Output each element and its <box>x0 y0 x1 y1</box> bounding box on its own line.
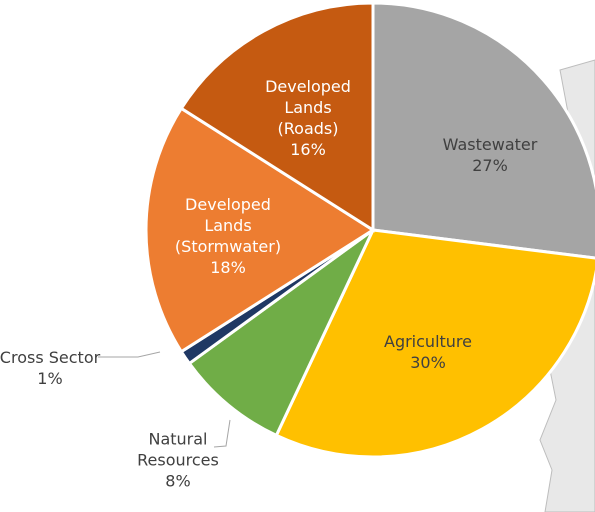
category-label: Cross Sector <box>0 348 101 367</box>
slice-label: Natural Resources 8% <box>137 429 219 492</box>
pie-slice <box>144 106 376 354</box>
slice-label: Developed Lands (Roads) 16% <box>265 76 351 160</box>
value-label: 8% <box>165 471 191 491</box>
value-label: 18% <box>210 258 246 277</box>
value-label: 16% <box>290 140 326 159</box>
slice-label: Wastewater 27% <box>443 134 538 176</box>
pie-slice <box>371 1 595 260</box>
category-label: Natural Resources <box>137 429 219 470</box>
category-label: Developed Lands (Roads) <box>265 77 351 138</box>
value-label: 1% <box>37 369 63 388</box>
value-label: 30% <box>410 353 446 372</box>
slice-label: Agriculture 30% <box>384 331 472 373</box>
pie-slice <box>274 228 595 459</box>
leader-line <box>98 351 161 358</box>
value-label: 27% <box>472 156 508 175</box>
pie-slice <box>187 228 375 438</box>
leader-line <box>213 419 231 448</box>
slices <box>144 1 595 459</box>
slice-label: Cross Sector 1% <box>0 347 100 389</box>
leaders <box>98 351 231 448</box>
category-label: Agriculture <box>384 332 472 351</box>
category-label: Developed Lands (Stormwater) <box>174 195 282 256</box>
slice-label: Developed Lands (Stormwater) 18% <box>175 194 281 278</box>
category-label: Wastewater <box>442 135 538 154</box>
pie-slice <box>179 1 375 233</box>
